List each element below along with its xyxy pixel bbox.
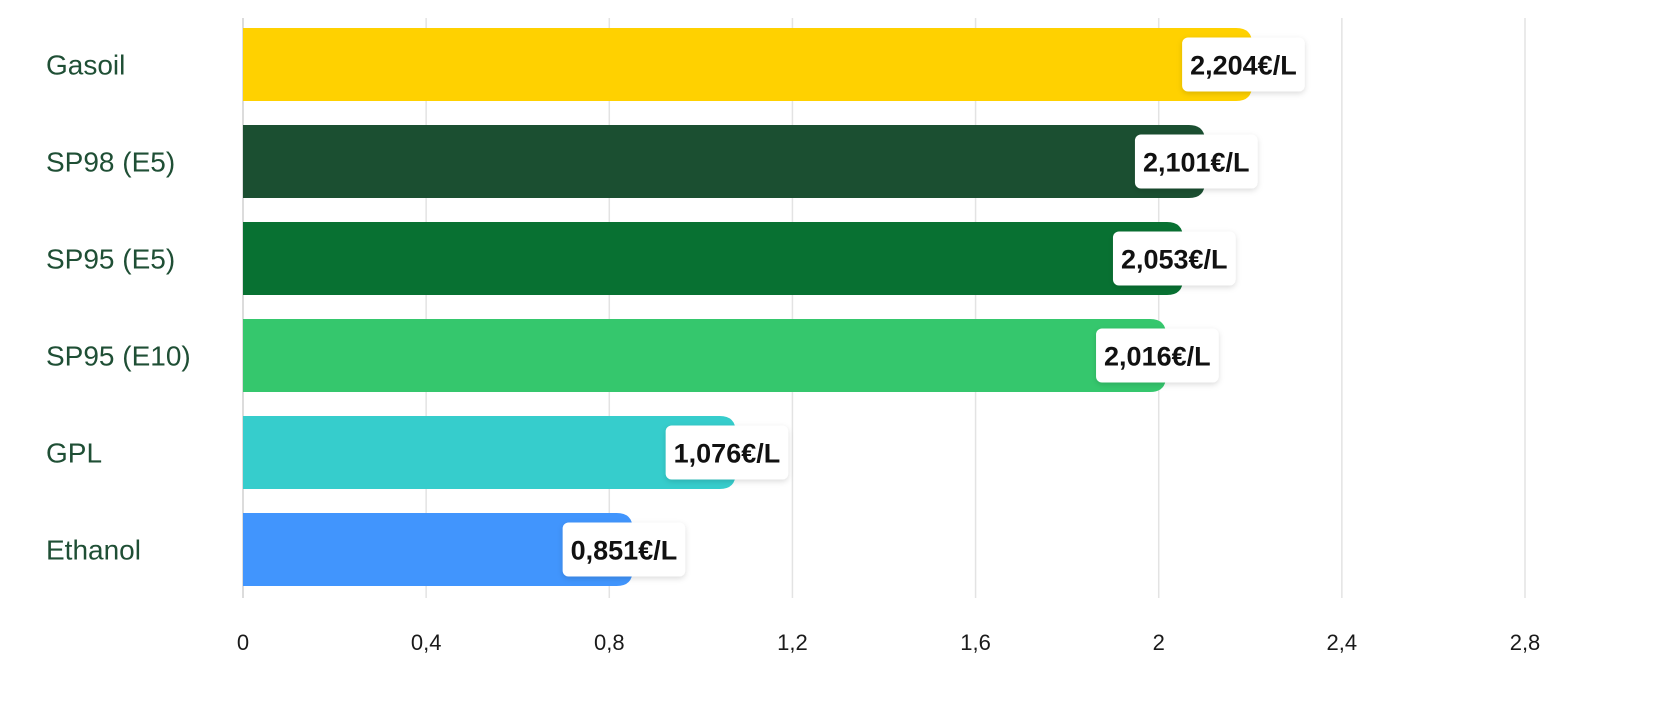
x-axis-ticks: 0 0,4 0,8 1,2 1,6 2 2,4 2,8 <box>237 630 1540 655</box>
x-tick-label: 2 <box>1153 630 1165 655</box>
bar <box>243 416 736 489</box>
x-tick-label: 1,6 <box>960 630 991 655</box>
category-label: Ethanol <box>46 535 141 566</box>
value-label-text: 2,016€/L <box>1104 342 1211 372</box>
bars <box>243 28 1253 586</box>
value-label-text: 2,204€/L <box>1190 51 1297 81</box>
value-label-text: 0,851€/L <box>571 536 678 566</box>
category-label: SP98 (E5) <box>46 147 175 178</box>
x-tick-label: 2,8 <box>1510 630 1541 655</box>
value-label-box <box>1134 134 1258 189</box>
x-tick-label: 1,2 <box>777 630 808 655</box>
bar <box>243 319 1167 392</box>
bar <box>243 222 1183 295</box>
bar <box>243 28 1253 101</box>
category-label: Gasoil <box>46 50 125 81</box>
category-labels: Gasoil SP98 (E5) SP95 (E5) SP95 (E10) GPL Eth… <box>46 50 191 566</box>
value-label: 2,016€/L <box>1096 328 1219 383</box>
x-tick-label: 0 <box>237 630 249 655</box>
value-label-text: 2,101€/L <box>1143 148 1250 178</box>
value-label-box <box>1112 231 1236 286</box>
value-label-box <box>1182 37 1305 92</box>
value-labels: 2,204€/L 2,101€/L 2,053€/L 2,016€/L 1,076€/L… <box>562 37 1305 577</box>
x-tick-label: 0,8 <box>594 630 625 655</box>
grid-lines <box>242 18 1526 598</box>
value-label: 2,053€/L <box>1112 231 1236 286</box>
value-label-box <box>665 425 789 480</box>
x-tick-label: 0,4 <box>411 630 442 655</box>
bar <box>243 513 633 586</box>
category-label: SP95 (E10) <box>46 341 191 372</box>
category-label: SP95 (E5) <box>46 244 175 275</box>
value-label-box <box>562 522 686 577</box>
value-label-text: 1,076€/L <box>674 439 781 469</box>
value-label: 2,101€/L <box>1134 134 1258 189</box>
bar <box>243 125 1205 198</box>
value-label-text: 2,053€/L <box>1121 245 1228 275</box>
value-label: 2,204€/L <box>1182 37 1305 92</box>
value-label-box <box>1096 328 1219 383</box>
value-label: 0,851€/L <box>562 522 686 577</box>
category-label: GPL <box>46 438 102 469</box>
x-tick-label: 2,4 <box>1327 630 1358 655</box>
value-label: 1,076€/L <box>665 425 789 480</box>
